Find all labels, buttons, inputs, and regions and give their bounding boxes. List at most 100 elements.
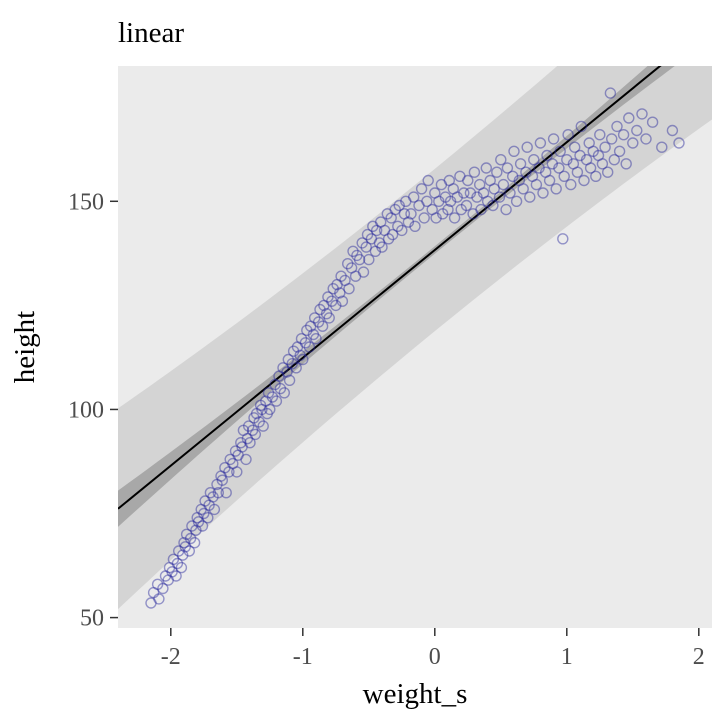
data-point [242,420,255,432]
data-point [376,241,388,253]
data-point [386,228,399,241]
data-point [396,224,408,237]
data-point [246,424,259,436]
data-point [382,233,395,245]
data-point [180,528,193,540]
data-point [330,299,342,312]
data-point [561,153,573,166]
data-point [353,253,366,266]
data-point [405,208,417,220]
data-point [547,133,560,145]
data-point [491,166,503,178]
data-point [393,199,405,212]
data-point [631,124,643,137]
data-point [422,174,434,187]
data-point [318,299,330,312]
data-point [303,341,316,353]
x-tick-label: 0 [429,644,441,670]
data-point [145,597,157,609]
data-point [240,453,252,466]
data-point [163,561,176,574]
data-point [208,503,221,516]
x-tick-label: -2 [161,644,181,670]
data-point [356,237,368,249]
data-point [602,166,614,178]
data-point [477,187,490,199]
data-point [224,453,236,466]
data-point [166,566,178,578]
data-point [418,212,430,224]
data-point [578,174,590,187]
data-point [433,195,445,208]
data-point [223,466,235,478]
regression-line-group [118,66,662,510]
data-point [442,203,454,216]
data-point [468,166,481,178]
data-point [474,178,486,191]
data-point [301,324,313,336]
data-point [562,128,574,141]
data-point [500,203,512,216]
data-point [550,183,562,195]
data-point [345,262,358,274]
data-point [540,166,552,178]
data-point [524,191,536,203]
data-point [266,391,279,403]
data-point [171,557,184,570]
data-point [260,395,272,407]
data-point [322,291,334,303]
data-point [480,162,492,174]
data-point [526,170,539,183]
data-point [178,537,190,549]
data-point [596,158,609,170]
data-point [402,216,415,228]
data-point [646,116,659,128]
x-tick-label: 1 [561,644,573,670]
data-point [360,241,372,253]
data-point [443,174,455,187]
data-point [309,312,321,324]
data-point [357,266,370,278]
data-point [464,187,477,199]
data-point [636,108,648,120]
data-point [286,358,298,370]
data-point [627,137,639,149]
data-point [257,420,269,432]
data-point [533,162,545,174]
data-point [162,574,174,586]
data-point [455,203,467,216]
data-point [451,191,463,203]
data-point [172,545,185,557]
data-point [188,537,201,549]
data-point [462,174,474,187]
data-point [191,512,203,524]
data-point [307,328,320,341]
data-point [256,403,268,416]
data-point [203,499,215,511]
data-point [250,407,263,420]
data-point [367,220,379,233]
data-point [521,141,533,153]
data-point [347,245,359,258]
data-point [608,153,620,166]
data-point [151,578,164,590]
data-point [269,378,281,391]
data-point [232,449,244,461]
data-point [385,212,397,224]
data-point [583,137,595,149]
data-point [312,316,325,328]
y-tick-label: 150 [68,189,104,215]
data-point [183,545,196,557]
data-point [261,407,273,420]
data-point [299,337,312,349]
data-point [567,158,580,170]
data-point [439,191,452,203]
data-point [204,487,217,499]
data-point [421,195,433,208]
data-point [673,137,685,149]
data-point [606,133,618,145]
data-point [153,593,165,605]
data-point [167,553,180,565]
data-point [192,516,205,528]
